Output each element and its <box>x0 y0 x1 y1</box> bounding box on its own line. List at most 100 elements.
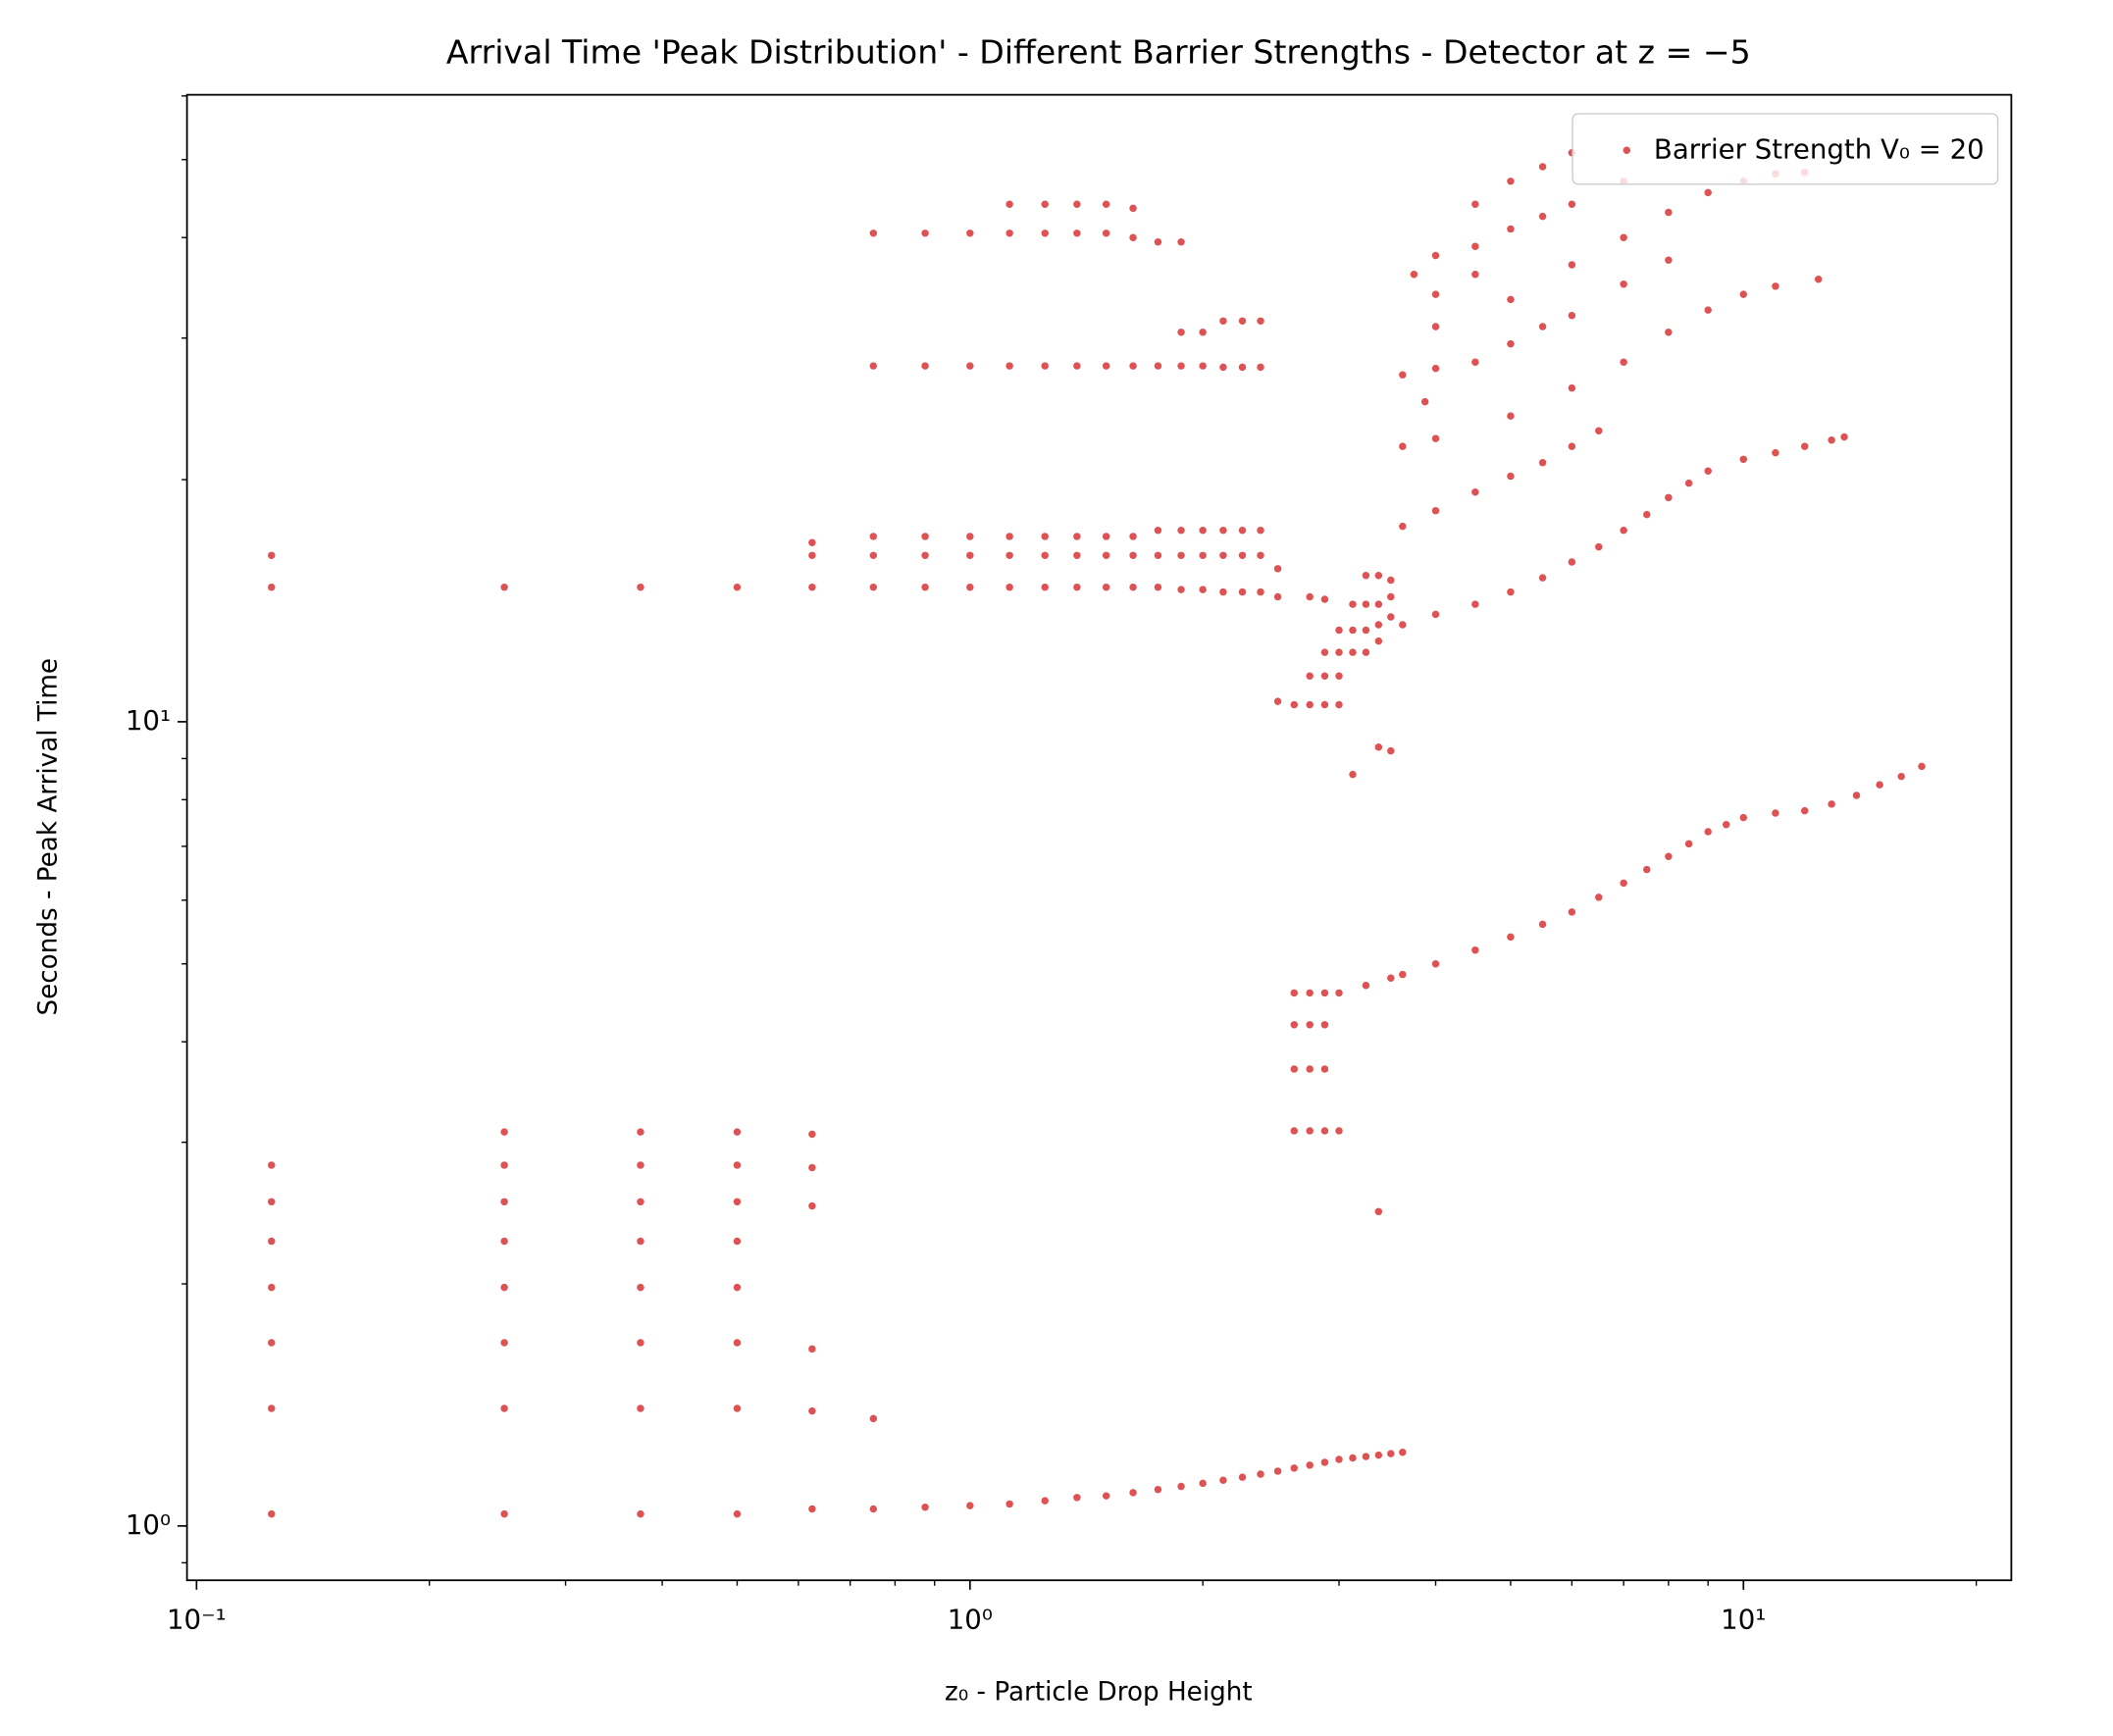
point <box>637 1128 644 1136</box>
point <box>1620 879 1627 888</box>
point <box>1257 363 1264 372</box>
point <box>1897 772 1905 781</box>
point <box>1362 600 1370 608</box>
point <box>1620 281 1627 288</box>
point <box>268 1198 276 1206</box>
point <box>1387 1450 1395 1457</box>
point <box>1041 533 1049 540</box>
point <box>1684 840 1693 848</box>
point <box>1290 1127 1299 1135</box>
point <box>1335 648 1343 656</box>
point <box>1238 317 1247 326</box>
point <box>1177 237 1185 246</box>
point <box>1199 551 1207 560</box>
point <box>1041 583 1049 591</box>
point <box>1041 551 1049 560</box>
point <box>500 583 508 591</box>
legend: Barrier Strength V₀ = 20 <box>1572 113 1999 185</box>
point <box>1471 488 1479 496</box>
point <box>1335 672 1343 680</box>
point <box>1005 362 1013 370</box>
point <box>1507 472 1515 481</box>
point <box>1257 526 1264 535</box>
point <box>1041 230 1049 237</box>
point <box>1399 442 1407 450</box>
point <box>1410 271 1418 279</box>
point <box>966 1502 974 1509</box>
point <box>1362 572 1370 580</box>
point <box>268 1509 276 1518</box>
point <box>1349 770 1357 779</box>
point <box>637 1283 644 1292</box>
point <box>869 1414 878 1423</box>
point <box>1257 587 1264 596</box>
point <box>1852 791 1861 799</box>
point <box>1507 587 1515 596</box>
point <box>1335 1127 1343 1135</box>
point <box>1507 412 1515 420</box>
point <box>1041 1497 1049 1505</box>
point <box>1538 458 1547 467</box>
point <box>1129 583 1137 591</box>
point <box>1041 362 1049 370</box>
point <box>1073 200 1081 209</box>
point <box>1199 1479 1207 1488</box>
point <box>500 1161 508 1169</box>
point <box>808 1406 816 1415</box>
point <box>1595 894 1603 901</box>
point <box>733 1509 742 1518</box>
point <box>1238 551 1247 560</box>
point <box>1828 435 1835 444</box>
point <box>637 1237 644 1246</box>
point <box>1320 672 1329 680</box>
point <box>1177 551 1185 560</box>
point <box>1387 592 1395 601</box>
point <box>1238 363 1247 372</box>
point <box>1665 256 1673 264</box>
point <box>1507 178 1515 185</box>
point <box>1362 982 1370 990</box>
point <box>1620 233 1627 241</box>
point <box>1219 317 1227 326</box>
point <box>500 1128 508 1136</box>
point <box>1073 583 1081 591</box>
point <box>1129 533 1137 540</box>
point <box>808 1505 816 1513</box>
point <box>500 1339 508 1347</box>
point <box>1154 583 1162 591</box>
point <box>1595 427 1603 435</box>
point <box>921 583 929 591</box>
point <box>1918 762 1926 771</box>
point <box>268 1404 276 1412</box>
point <box>1349 648 1357 656</box>
x-tick-label: 10⁻¹ <box>167 1604 227 1636</box>
point <box>1129 1489 1137 1497</box>
point <box>1335 989 1343 997</box>
point <box>1374 572 1383 580</box>
point <box>1431 323 1440 331</box>
point <box>1507 933 1515 942</box>
point <box>1739 813 1748 822</box>
point <box>1349 626 1357 635</box>
point <box>1374 621 1383 629</box>
legend-marker <box>1623 146 1631 154</box>
point <box>1840 433 1848 441</box>
point <box>733 1128 742 1136</box>
point <box>500 1404 508 1412</box>
point <box>869 551 878 560</box>
point <box>1320 595 1329 603</box>
point <box>1102 533 1110 540</box>
point <box>1704 828 1712 836</box>
point <box>966 533 974 540</box>
point <box>733 1198 742 1206</box>
point <box>1431 610 1440 619</box>
point <box>637 1161 644 1169</box>
point <box>268 1161 276 1169</box>
point <box>637 1198 644 1206</box>
point <box>1471 271 1479 279</box>
point <box>1620 358 1627 366</box>
point <box>1177 362 1185 370</box>
point <box>500 1237 508 1246</box>
